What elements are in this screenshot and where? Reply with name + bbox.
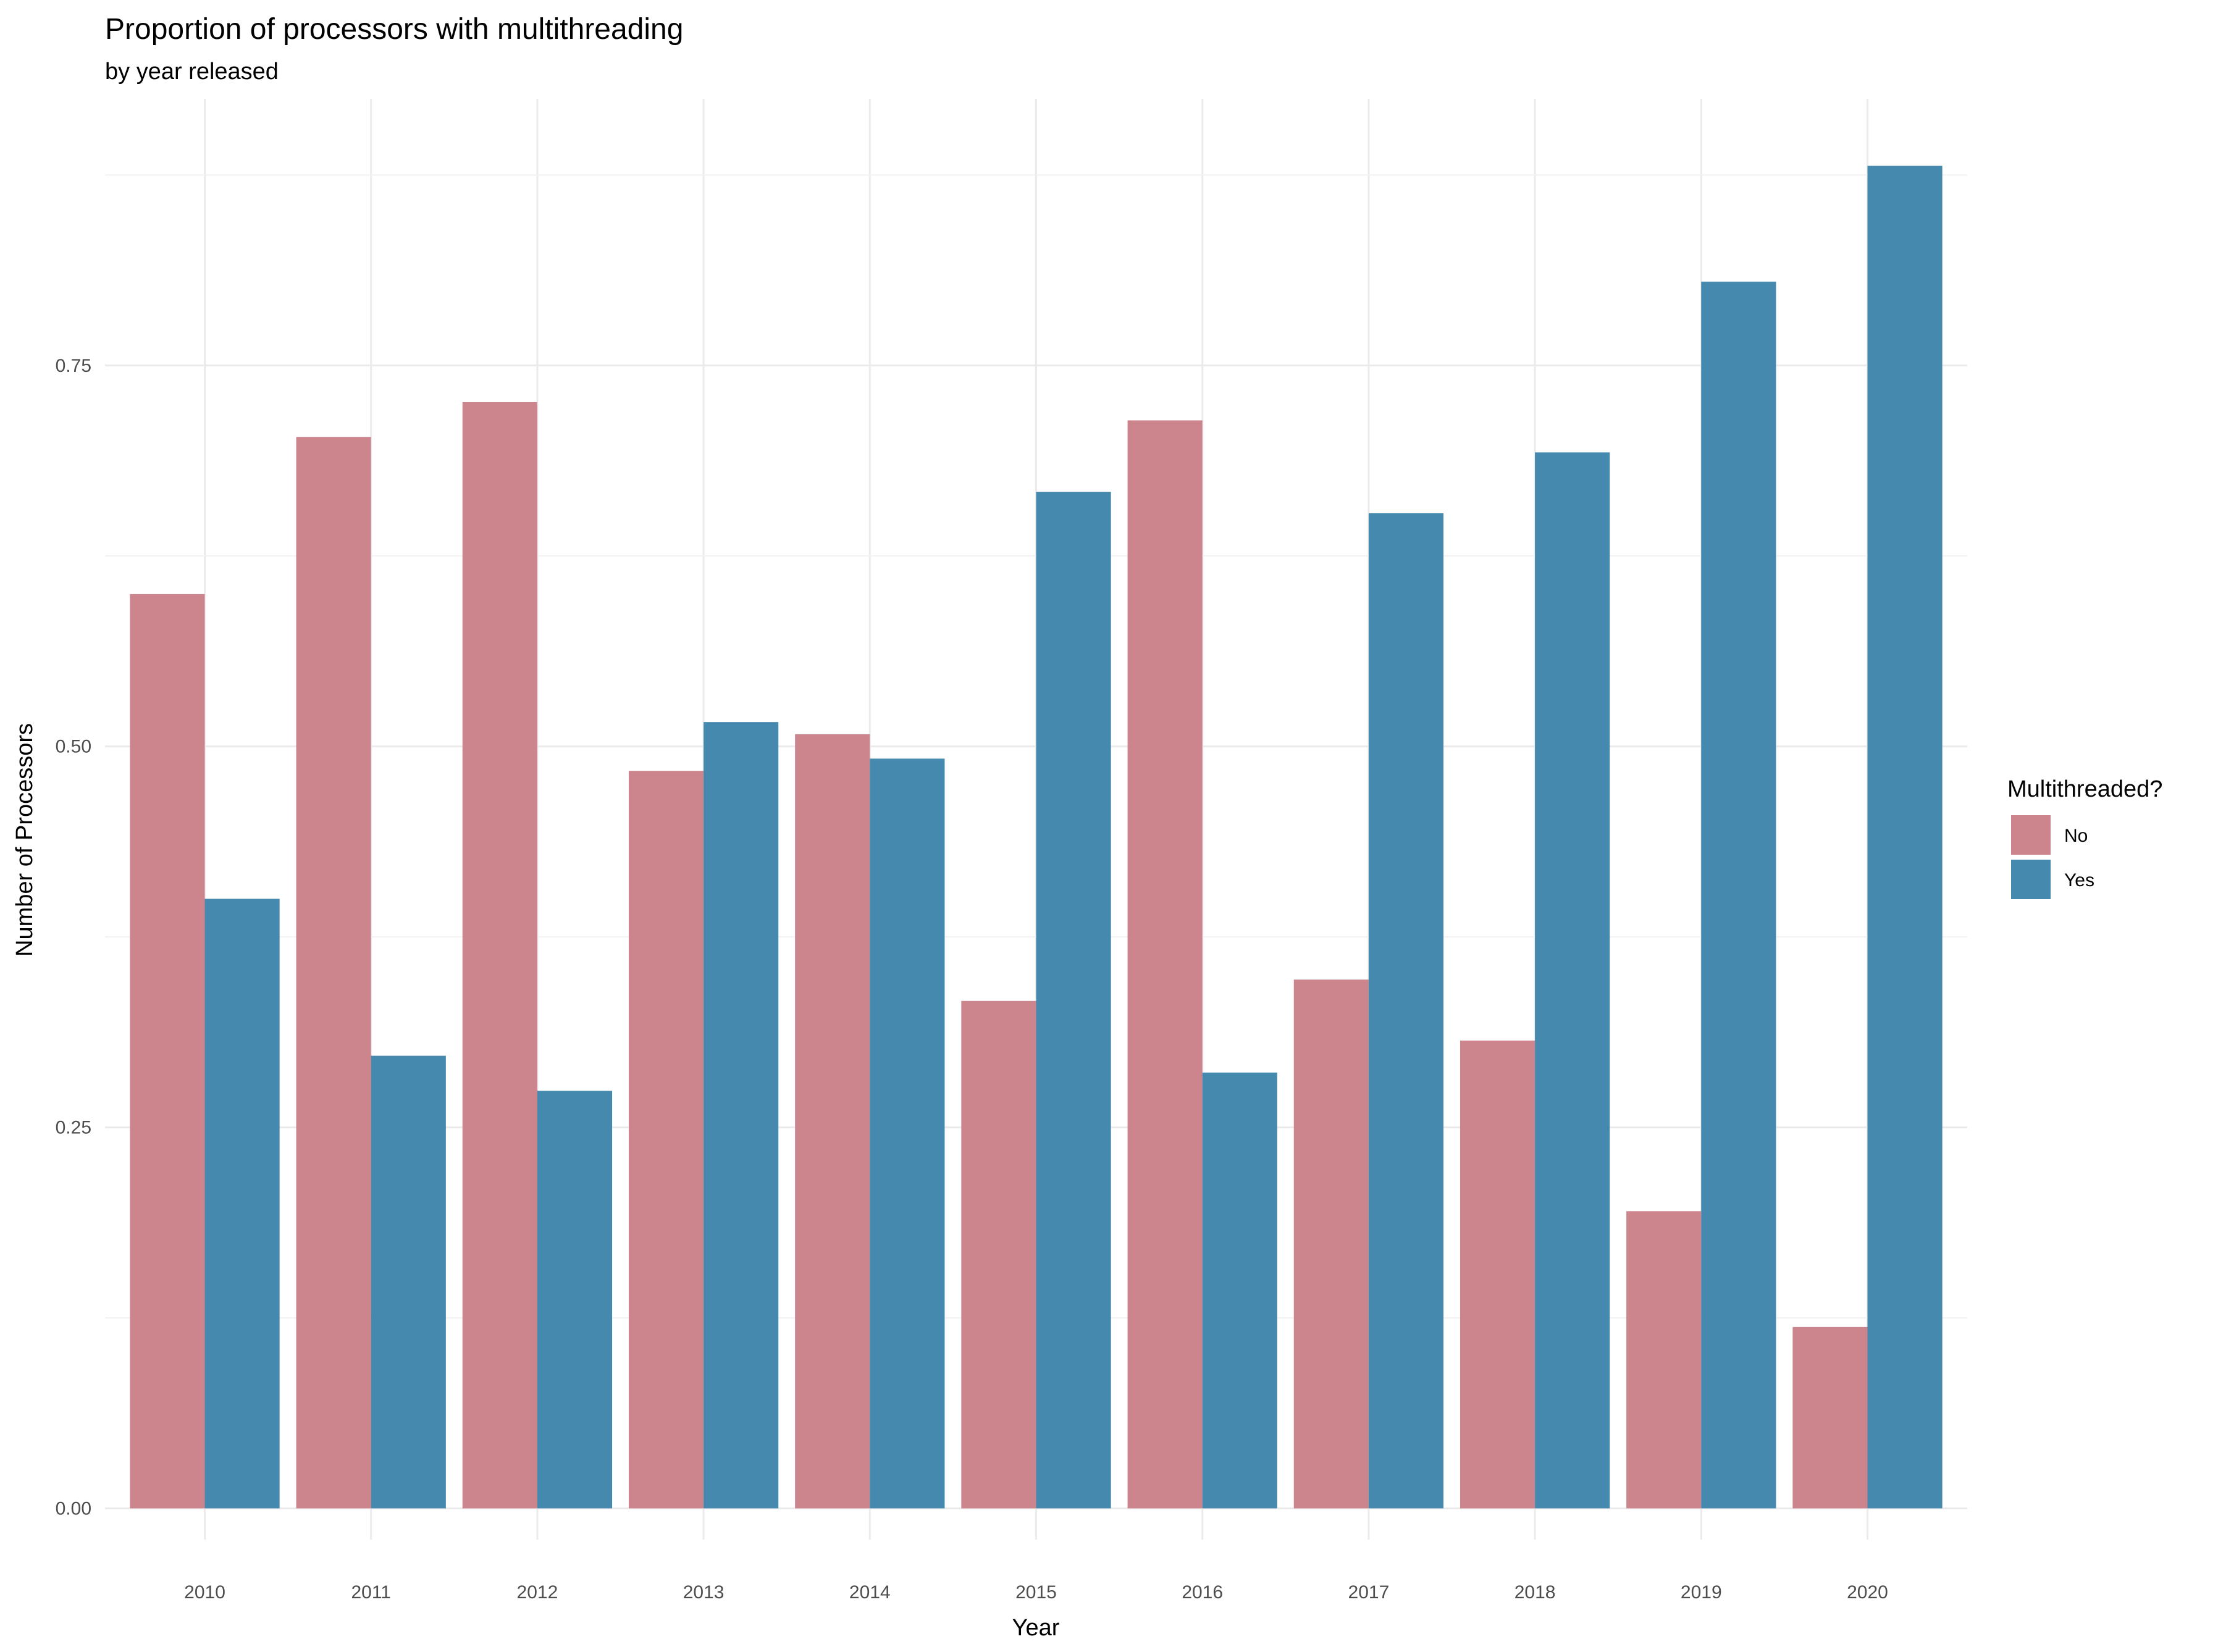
y-tick-label: 0.25 xyxy=(56,1118,91,1138)
x-tick-label: 2016 xyxy=(1182,1582,1223,1603)
y-axis-ticks: 0.00 0.25 0.50 0.75 xyxy=(56,356,91,1519)
bar-yes-2017 xyxy=(1368,513,1444,1509)
legend-key-no xyxy=(2011,815,2051,855)
bar-yes-2011 xyxy=(371,1055,446,1509)
x-axis-title: Year xyxy=(1012,1615,1060,1641)
bar-yes-2013 xyxy=(704,722,779,1509)
bar-no-2014 xyxy=(795,734,870,1509)
legend-label-yes: Yes xyxy=(2064,870,2094,891)
bar-no-2015 xyxy=(961,1000,1036,1509)
chart-title: Proportion of processors with multithrea… xyxy=(105,13,683,46)
bar-yes-2010 xyxy=(204,899,280,1509)
legend-key-yes xyxy=(2011,860,2051,899)
bar-no-2017 xyxy=(1293,979,1369,1509)
x-tick-label: 2011 xyxy=(351,1582,391,1603)
y-axis-title: Number of Processors xyxy=(12,723,38,957)
x-tick-label: 2017 xyxy=(1348,1582,1390,1603)
x-tick-label: 2015 xyxy=(1015,1582,1057,1603)
bar-yes-2015 xyxy=(1036,492,1111,1509)
x-tick-label: 2013 xyxy=(683,1582,725,1603)
x-tick-label: 2014 xyxy=(849,1582,891,1603)
bar-no-2010 xyxy=(130,593,205,1509)
bar-no-2013 xyxy=(628,771,704,1509)
y-tick-label: 0.50 xyxy=(56,737,91,757)
bar-yes-2019 xyxy=(1701,282,1776,1509)
bar-no-2012 xyxy=(462,402,537,1509)
bars xyxy=(130,166,1943,1509)
x-tick-label: 2020 xyxy=(1847,1582,1888,1603)
bar-yes-2014 xyxy=(870,758,945,1509)
bar-yes-2012 xyxy=(537,1091,613,1509)
legend: Multithreaded? No Yes xyxy=(2007,776,2162,899)
legend-label-no: No xyxy=(2064,826,2088,846)
x-tick-label: 2012 xyxy=(517,1582,558,1603)
legend-title: Multithreaded? xyxy=(2007,776,2162,802)
plot-area xyxy=(105,99,1967,1540)
bar-yes-2018 xyxy=(1535,452,1610,1509)
legend-items: No Yes xyxy=(2011,815,2094,899)
x-axis-ticks: 2010 2011 2012 2013 2014 2015 2016 2017 2018 2019… xyxy=(184,1582,1888,1603)
bar-yes-2020 xyxy=(1867,166,1943,1509)
bar-no-2011 xyxy=(296,437,371,1509)
x-tick-label: 2018 xyxy=(1514,1582,1556,1603)
y-tick-label: 0.75 xyxy=(56,356,91,376)
bar-no-2020 xyxy=(1792,1327,1868,1509)
bar-yes-2016 xyxy=(1202,1072,1277,1509)
bar-no-2019 xyxy=(1626,1211,1702,1509)
chart-subtitle: by year released xyxy=(105,59,279,85)
x-tick-label: 2019 xyxy=(1681,1582,1722,1603)
bar-no-2016 xyxy=(1127,420,1203,1509)
y-tick-label: 0.00 xyxy=(56,1498,91,1519)
bar-no-2018 xyxy=(1460,1040,1535,1509)
x-tick-label: 2010 xyxy=(184,1582,225,1603)
